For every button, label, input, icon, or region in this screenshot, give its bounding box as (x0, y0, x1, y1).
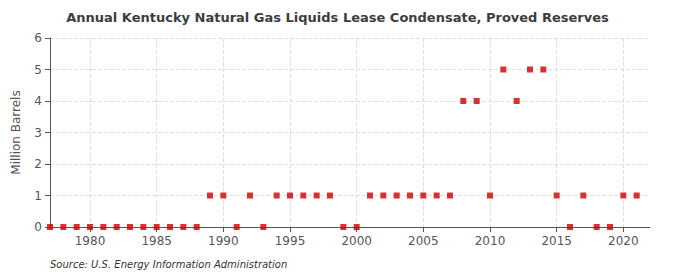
svg-text:3: 3 (34, 126, 42, 140)
svg-text:5: 5 (34, 63, 42, 77)
svg-text:1: 1 (34, 189, 42, 203)
svg-text:1980: 1980 (75, 234, 106, 248)
svg-text:0: 0 (34, 220, 42, 234)
svg-text:1995: 1995 (275, 234, 306, 248)
svg-text:2000: 2000 (341, 234, 372, 248)
svg-text:2: 2 (34, 157, 42, 171)
svg-text:2015: 2015 (541, 234, 572, 248)
svg-text:1985: 1985 (141, 234, 172, 248)
svg-text:Annual Kentucky Natural Gas Li: Annual Kentucky Natural Gas Liquids Leas… (66, 10, 609, 25)
svg-text:2020: 2020 (608, 234, 639, 248)
svg-text:6: 6 (34, 31, 42, 45)
svg-text:Source: U.S. Energy Informatio: Source: U.S. Energy Information Administ… (50, 259, 287, 270)
svg-text:2010: 2010 (475, 234, 506, 248)
svg-text:4: 4 (34, 94, 42, 108)
svg-text:1990: 1990 (208, 234, 239, 248)
svg-text:Million Barrels: Million Barrels (9, 90, 23, 174)
svg-text:2005: 2005 (408, 234, 439, 248)
